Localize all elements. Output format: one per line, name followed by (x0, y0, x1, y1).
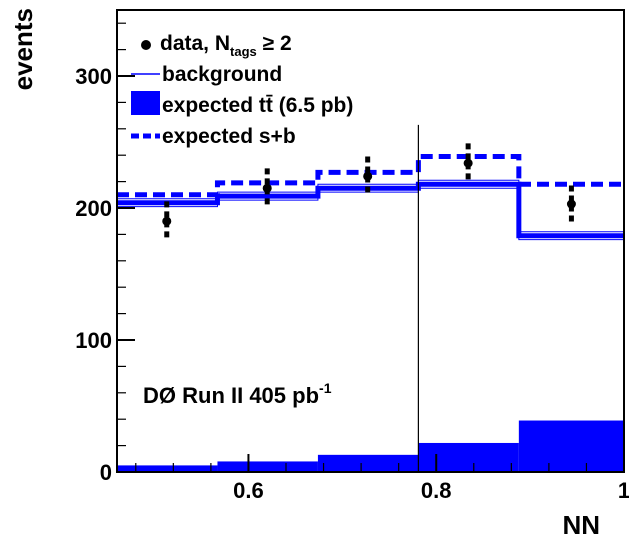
data-point-1 (262, 183, 272, 193)
x-tick-label-2: 1 (618, 478, 629, 503)
legend-data-label: data, Ntags ≥ 2 (160, 32, 292, 59)
legend-sb-label: expected s+b (162, 125, 296, 148)
legend-data-marker (141, 40, 151, 50)
data-point-4 (566, 199, 576, 209)
y-tick-label-2: 200 (75, 196, 112, 221)
ttbar-bar-0 (117, 465, 218, 472)
ttbar-bar-2 (317, 454, 419, 472)
y-axis-label: events (8, 8, 38, 90)
annotation-run: DØ Run II 405 pb-1 (143, 380, 332, 408)
x-tick-label-0: 0.6 (233, 478, 264, 503)
ttbar-bar-4 (518, 420, 624, 472)
y-tick-label-3: 300 (75, 64, 112, 89)
legend-background-label: background (162, 63, 282, 86)
legend-ttbar-swatch (131, 91, 160, 115)
legend-data-prefix: data, N (160, 32, 230, 55)
x-tick-label-1: 0.8 (421, 478, 452, 503)
legend-data-suffix: ≥ 2 (257, 32, 292, 55)
annotation-main: DØ Run II 405 pb (143, 383, 319, 408)
x-axis-label: NN (562, 510, 600, 540)
legend-ttbar-label: expected tt̄ (6.5 pb) (162, 94, 353, 117)
legend-data-subscript: tags (230, 44, 257, 59)
ttbar-bar-3 (418, 442, 519, 472)
data-point-0 (162, 216, 172, 226)
y-tick-label-0: 0 (100, 460, 112, 485)
data-point-2 (363, 171, 373, 181)
y-tick-label-1: 100 (75, 328, 112, 353)
annotation-sup: -1 (319, 380, 332, 396)
data-point-3 (463, 158, 473, 168)
ttbar-bar-1 (217, 461, 318, 472)
plot-frame (116, 9, 625, 473)
